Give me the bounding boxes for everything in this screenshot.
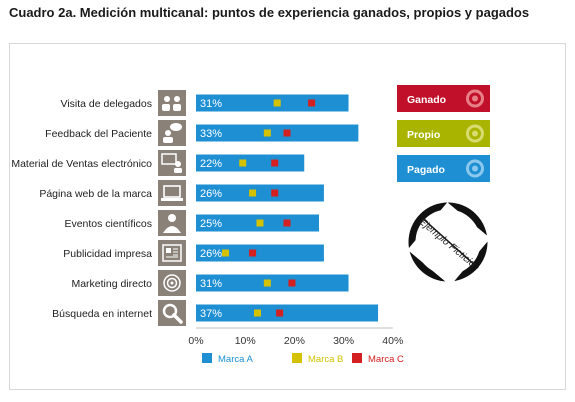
marker-marca-b [263,279,271,287]
legend-item: Marca A [202,353,254,365]
marker-marca-c [283,219,291,227]
category-label: Página web de la marca [39,188,152,200]
legend-item: Marca C [352,353,404,365]
marker-marca-c [288,279,296,287]
marker-marca-b [263,129,271,137]
x-tick-label: 40% [382,335,403,347]
chart-row: Feedback del Paciente 33% [45,120,359,146]
marker-marca-c [283,129,291,137]
newspaper-icon [158,240,186,266]
channel-badge-ganado: Ganado [397,85,490,112]
chart-panel: Visita de delegados 31% Feedback del Pacie… [9,43,566,390]
legend-label: Marca C [368,354,404,365]
laptop-icon [158,180,186,206]
target-icon [158,270,186,296]
chart: Visita de delegados 31% Feedback del Pacie… [11,85,491,365]
bar-marca-a [196,304,379,322]
category-label: Feedback del Paciente [45,128,152,140]
chart-row: Publicidad impresa 26% [63,240,324,266]
bar-value-label: 26% [200,188,222,200]
chart-row: Visita de delegados 31% [61,90,349,116]
bar-marca-a [196,154,305,172]
category-label: Eventos científicos [64,218,152,230]
x-tick-label: 10% [235,335,256,347]
legend-swatch [292,353,302,363]
marker-marca-b [239,159,247,167]
channel-badge-pagado: Pagado [397,155,490,182]
marker-marca-c [271,189,279,197]
magnifier-icon [158,300,186,326]
bar-value-label: 33% [200,128,222,140]
category-label: Búsqueda en internet [52,308,152,320]
category-label: Visita de delegados [61,98,152,110]
chart-row: Eventos científicos 25% [64,210,319,236]
bar-marca-a [196,94,349,112]
page-title: Cuadro 2a. Medición multicanal: puntos d… [9,5,530,20]
bar-marca-a [196,274,349,292]
marker-marca-c [271,159,279,167]
bar-value-label: 37% [200,308,222,320]
legend-swatch [352,353,362,363]
chart-row: Página web de la marca 26% [39,180,324,206]
presenter-icon [158,150,186,176]
legend-swatch [202,353,212,363]
people-icon [158,90,186,116]
category-label: Material de Ventas electrónico [11,158,152,170]
marker-marca-b [249,189,257,197]
legend-label: Marca A [218,354,254,365]
person-icon [158,210,186,236]
category-label: Publicidad impresa [63,248,152,260]
bar-value-label: 22% [200,158,222,170]
fictional-example-stamp: Ejemplo Ficticio [407,202,491,286]
x-tick-label: 0% [188,335,203,347]
x-tick-label: 30% [333,335,354,347]
channel-label: Pagado [407,164,445,176]
chart-row: Material de Ventas electrónico 22% [11,150,305,176]
marker-marca-c [276,309,284,317]
bar-value-label: 31% [200,98,222,110]
chart-row: Marketing directo 31% [71,270,349,296]
channel-badge-propio: Propio [397,120,490,147]
channel-label: Propio [407,129,440,141]
channel-label: Ganado [407,94,446,106]
marker-marca-b [222,249,230,257]
legend-item: Marca B [292,353,343,365]
marker-marca-b [256,219,264,227]
marker-marca-b [273,99,281,107]
chart-row: Búsqueda en internet 37% [52,300,379,326]
bar-marca-a [196,124,359,142]
x-tick-label: 20% [284,335,305,347]
bar-value-label: 31% [200,278,222,290]
bar-marca-a [196,244,324,262]
category-label: Marketing directo [71,278,152,290]
marker-marca-c [249,249,257,257]
bar-value-label: 26% [200,248,222,260]
legend-label: Marca B [308,354,343,365]
marker-marca-b [254,309,261,317]
bar-value-label: 25% [200,218,222,230]
speech-person-icon [158,120,186,146]
marker-marca-c [308,99,316,107]
bar-marca-a [196,184,324,202]
